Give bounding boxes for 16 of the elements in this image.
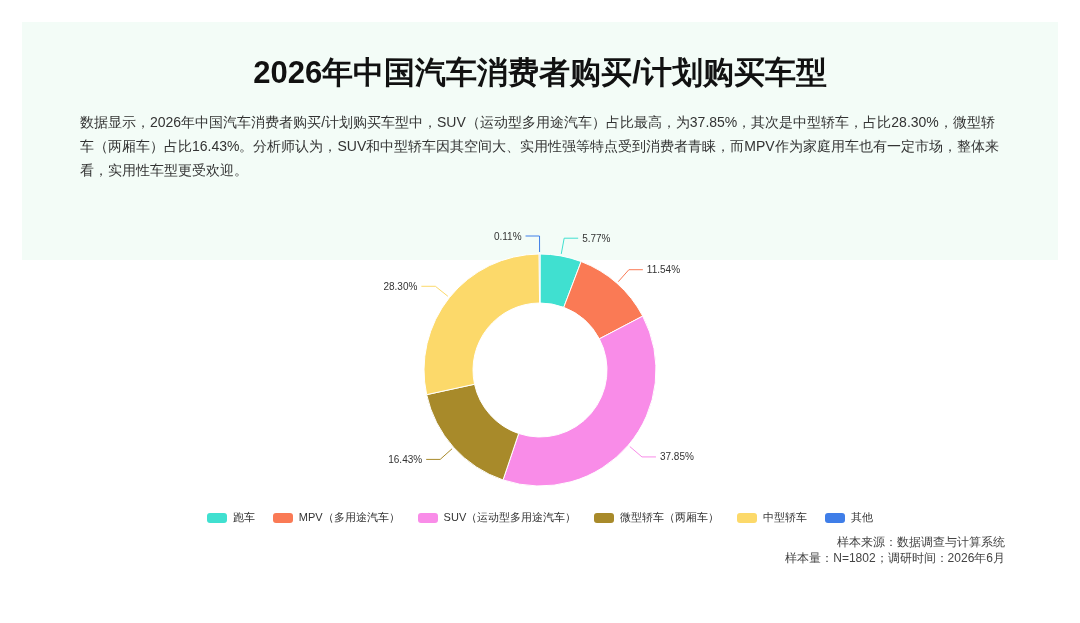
data-label: 11.54% xyxy=(646,264,681,276)
data-label: 16.43% xyxy=(388,453,423,465)
chart-title: 2026年中国汽车消费者购买/计划购买车型 xyxy=(252,54,828,92)
chart-subtitle: 数据显示，2026年中国汽车消费者购买/计划购买车型中，SUV（运动型多用途汽车）占比最高，为37.85%，其次是中型轿车，占比28.30%，微型轿车（两厢车）占比16.43%。分析师认为，SUV和中型轿车因其空间大、实用性强等特点受到消费者青睐，而MPV作为家庭用车也有一定市场，整体来看，实用性车型更受欢迎。 xyxy=(80,113,1000,180)
text: 样本来源：数据调查与计算系统 xyxy=(837,534,1005,551)
legend-label: 其他 xyxy=(850,510,874,525)
data-label: 28.30% xyxy=(383,280,418,292)
data-label: 37.85% xyxy=(659,451,694,463)
legend-label: MPV（多用途汽车） xyxy=(297,510,400,525)
legend-label: 中型轿车 xyxy=(762,510,808,525)
legend-label: 跑车 xyxy=(231,510,255,525)
data-label: 0.11% xyxy=(493,230,522,242)
text: 样本量：N=1802；调研时间：2026年6月 xyxy=(785,550,1005,567)
data-label: 5.77% xyxy=(582,232,611,244)
legend-label: SUV（运动型多用途汽车） xyxy=(442,510,577,525)
legend-label: 微型轿车（两厢车） xyxy=(619,510,720,525)
